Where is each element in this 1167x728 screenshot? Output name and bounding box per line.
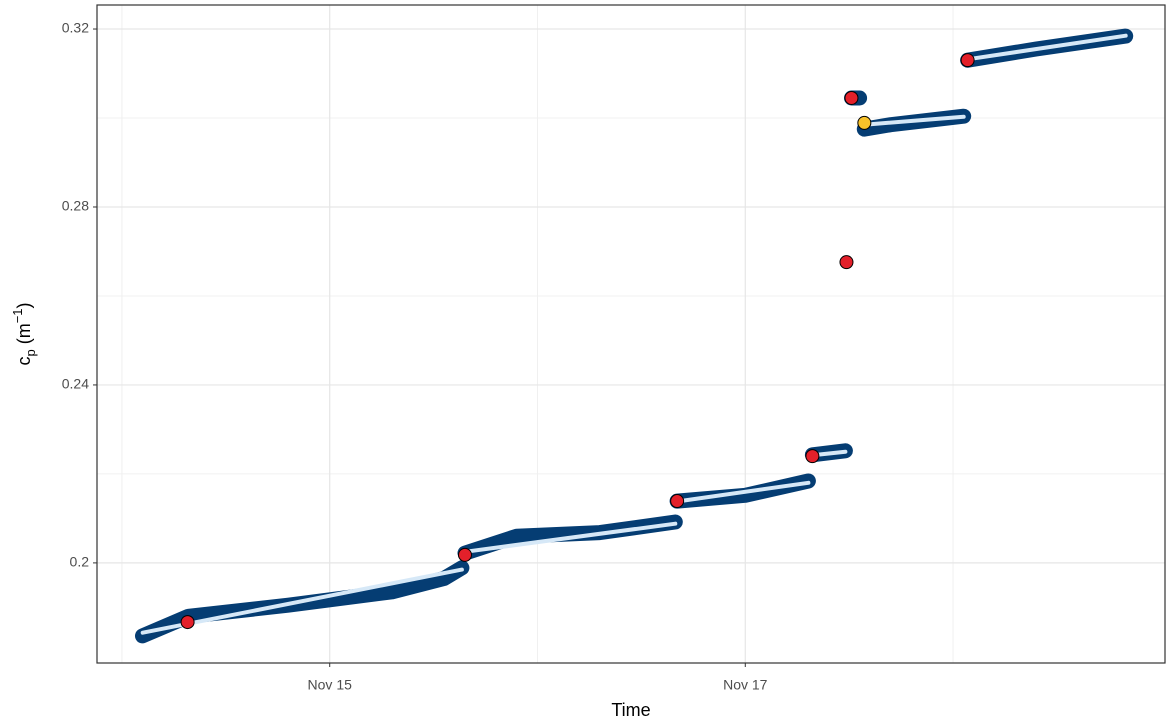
point xyxy=(844,90,859,105)
y-axis-title: cp (m−1) xyxy=(10,302,38,365)
y-label-base: c xyxy=(14,357,34,366)
point xyxy=(180,615,195,630)
x-tick-label: Nov 17 xyxy=(723,677,768,693)
fit-line xyxy=(140,33,1128,635)
y-tick-label: 0.24 xyxy=(62,376,89,392)
point xyxy=(670,494,685,509)
y-label-sub: p xyxy=(23,349,38,356)
point xyxy=(839,255,854,270)
x-tick-label: Nov 15 xyxy=(308,677,353,693)
point xyxy=(960,53,975,68)
y-label-sup: −1 xyxy=(10,308,25,323)
point xyxy=(857,115,872,130)
y-label-unit: (m xyxy=(14,323,34,349)
y-tick-label: 0.2 xyxy=(70,554,90,570)
y-tick-label: 0.32 xyxy=(62,20,89,36)
plot-frame xyxy=(96,4,1166,664)
data-band xyxy=(135,28,1134,644)
point xyxy=(457,547,472,562)
y-tick-label: 0.28 xyxy=(62,198,89,214)
x-axis-title: Time xyxy=(611,700,650,720)
y-label-close: ) xyxy=(14,302,34,308)
point xyxy=(805,449,820,464)
